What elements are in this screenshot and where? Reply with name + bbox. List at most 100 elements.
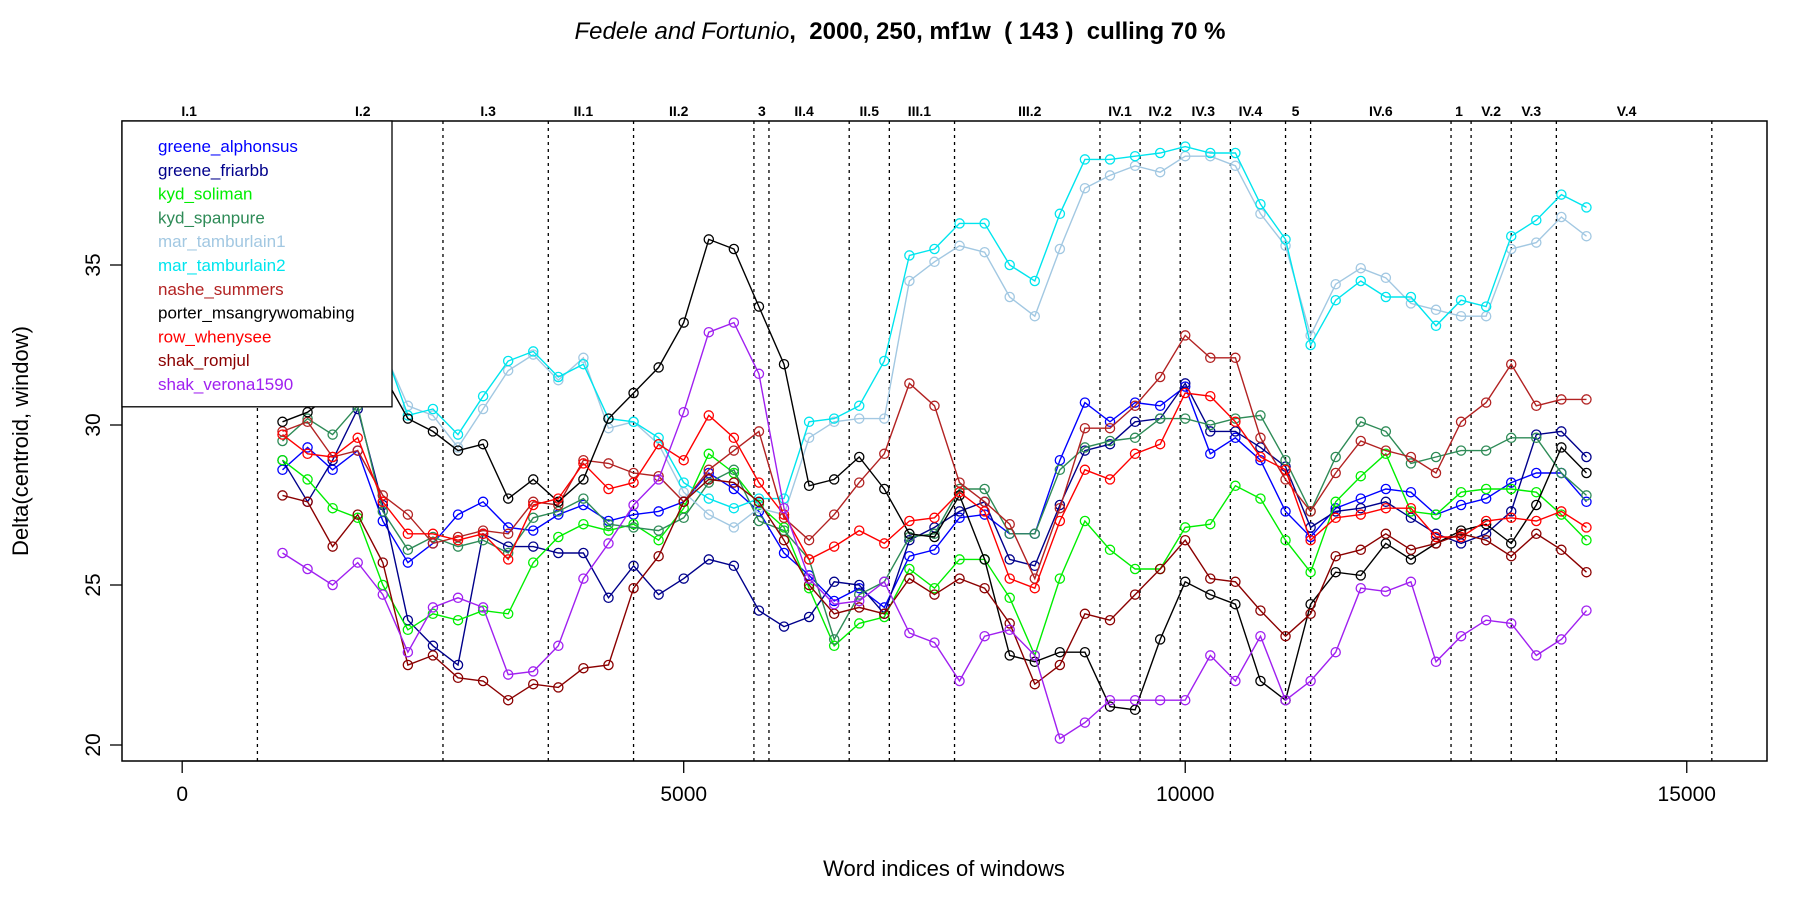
data-point	[603, 518, 614, 530]
data-point	[1255, 410, 1266, 421]
data-point	[578, 662, 589, 674]
data-point	[1355, 502, 1367, 514]
series-porter_msangrywomabing	[277, 234, 1592, 716]
data-point	[1556, 506, 1567, 517]
data-point	[277, 416, 288, 428]
data-point	[553, 499, 564, 511]
data-point	[1430, 320, 1442, 332]
data-point	[628, 582, 639, 594]
data-point	[1581, 534, 1592, 546]
data-point	[553, 531, 564, 543]
data-point	[853, 525, 865, 536]
data-point	[477, 403, 489, 415]
data-point	[703, 410, 715, 421]
data-point	[1556, 634, 1567, 645]
data-point	[954, 554, 965, 565]
data-point	[327, 579, 338, 591]
data-point	[653, 470, 664, 482]
scene-label: I.1	[181, 103, 197, 119]
data-point	[427, 410, 439, 421]
data-point	[853, 477, 865, 488]
scene-label: IV.6	[1369, 103, 1393, 119]
data-point	[929, 589, 940, 600]
scene-labels: I.1 I.2 I.3 II.1 II.2 3 II.4 II.5 III.1 III.2 IV.1…	[181, 103, 1636, 119]
data-point	[1330, 550, 1341, 562]
data-point	[1129, 448, 1141, 460]
data-point	[352, 512, 363, 524]
data-point	[327, 454, 338, 466]
data-point	[1004, 650, 1015, 661]
data-point	[1104, 170, 1116, 181]
data-point	[1230, 147, 1241, 159]
data-point	[753, 515, 765, 527]
data-point	[603, 413, 614, 424]
data-point	[728, 317, 740, 328]
data-point	[879, 611, 890, 623]
data-point	[904, 534, 915, 546]
data-point	[1455, 310, 1467, 322]
data-point	[352, 432, 363, 444]
data-point	[678, 512, 689, 524]
data-point	[578, 352, 589, 364]
data-point	[578, 358, 589, 370]
data-point	[1430, 304, 1442, 316]
data-point	[1355, 262, 1367, 274]
data-point	[653, 438, 664, 450]
data-point	[703, 234, 715, 245]
data-point	[1230, 598, 1241, 610]
data-point	[1330, 451, 1341, 463]
data-point	[1305, 608, 1316, 620]
data-point	[1355, 509, 1367, 520]
data-point	[929, 544, 940, 556]
scene-label: III.2	[1018, 103, 1042, 119]
data-point	[1255, 493, 1266, 504]
data-point	[1154, 634, 1166, 645]
data-point	[803, 416, 815, 428]
data-point	[1480, 397, 1492, 408]
data-point	[1004, 518, 1015, 530]
data-point	[728, 445, 740, 456]
data-point	[1480, 515, 1492, 527]
series-line	[282, 392, 1587, 590]
y-tick-label: 25	[82, 573, 105, 596]
legend-entry: kyd_spanpure	[158, 208, 265, 227]
data-point	[277, 429, 288, 440]
data-point	[1104, 422, 1116, 434]
data-point	[1230, 432, 1241, 444]
data-point	[1505, 483, 1517, 495]
data-point	[1230, 480, 1241, 492]
data-point	[302, 474, 313, 485]
data-point	[653, 589, 664, 600]
data-point	[728, 243, 740, 255]
y-tick-label: 35	[82, 253, 105, 276]
data-point	[728, 477, 740, 488]
data-point	[578, 573, 589, 584]
x-axis: 0 5000 10000 15000	[176, 760, 1716, 806]
series-line	[281, 155, 1587, 529]
data-point	[1079, 422, 1091, 434]
data-point	[1556, 394, 1567, 405]
data-point	[1480, 483, 1492, 495]
data-point	[778, 502, 790, 514]
data-point	[1054, 464, 1066, 476]
data-point	[1079, 154, 1091, 165]
data-point	[1556, 189, 1567, 200]
data-point	[1205, 426, 1216, 437]
data-point	[1079, 397, 1091, 408]
data-point	[1330, 646, 1341, 658]
scene-label: V.2	[1481, 103, 1501, 119]
data-point	[703, 493, 715, 504]
data-point	[1380, 586, 1392, 597]
data-point	[653, 432, 664, 444]
scene-label: 3	[758, 103, 766, 119]
data-point	[1531, 499, 1542, 511]
data-point	[879, 576, 890, 588]
series-line	[281, 145, 1587, 509]
data-point	[477, 390, 489, 402]
data-point	[1505, 477, 1517, 488]
data-point	[603, 525, 614, 536]
scene-label: I.2	[355, 103, 371, 119]
data-point	[828, 474, 840, 485]
scene-label: 1	[1455, 103, 1463, 119]
data-point	[477, 438, 489, 450]
